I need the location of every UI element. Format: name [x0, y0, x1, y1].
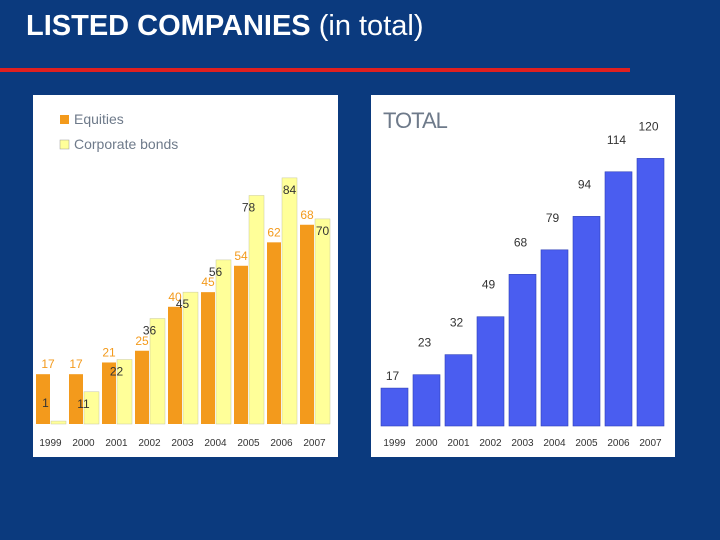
total-bar-chart: TOTAL 1999 17 2000 23 2001 32 2002 49 2003 68 2004 7… — [380, 108, 665, 449]
bar-equities-2006 — [267, 242, 281, 424]
tick-label-2005: 2005 — [237, 438, 260, 449]
value-label-equities-2007: 68 — [300, 208, 314, 222]
bar-equities-2000 — [69, 374, 83, 424]
bar-bonds-2002 — [149, 318, 166, 425]
bar-bonds-1999 — [50, 420, 67, 425]
value-label-total-2000: 23 — [418, 336, 432, 350]
bar-equities-2001 — [102, 362, 116, 424]
value-label-equities-1999: 17 — [41, 357, 55, 371]
bar-bonds-2001 — [116, 359, 133, 425]
grouped-bar-chart: Equities Corporate bonds 1999 17 1 2000 17 11 20… — [36, 111, 331, 449]
value-label-equities-2006: 62 — [267, 225, 281, 239]
bar-bonds-2007 — [314, 218, 331, 425]
tick-label-total-2003: 2003 — [511, 438, 534, 449]
legend-swatch-equities — [60, 115, 69, 124]
bar-equities-2002 — [135, 350, 149, 424]
title-main: LISTED COMPANIES — [26, 10, 311, 42]
bar-total-2004 — [540, 249, 569, 427]
value-label-equities-2002: 25 — [135, 334, 149, 348]
bar-bonds-2004 — [215, 259, 232, 425]
tick-label-2000: 2000 — [72, 438, 95, 449]
tick-label-total-1999: 1999 — [383, 438, 406, 449]
value-label-bonds-1999: 1 — [42, 396, 49, 410]
bar-bonds-2006 — [281, 177, 298, 425]
bar-total-2007 — [636, 158, 665, 427]
tick-label-total-2007: 2007 — [639, 438, 662, 449]
value-label-total-2001: 32 — [450, 316, 464, 330]
value-label-total-2003: 68 — [514, 235, 528, 249]
legend-label-equities: Equities — [74, 111, 124, 127]
value-label-bonds-2005: 78 — [242, 200, 256, 214]
tick-label-total-2004: 2004 — [543, 438, 566, 449]
tick-label-2003: 2003 — [171, 438, 194, 449]
title-underline — [0, 68, 630, 72]
bar-equities-2004 — [201, 292, 215, 424]
bar-equities-2003 — [168, 306, 182, 424]
tick-label-total-2001: 2001 — [447, 438, 470, 449]
value-label-equities-2000: 17 — [69, 357, 83, 371]
value-label-total-2004: 79 — [546, 211, 560, 225]
value-label-bonds-2001: 22 — [110, 365, 124, 379]
tick-label-2006: 2006 — [270, 438, 293, 449]
legend-swatch-bonds — [59, 139, 70, 150]
value-label-bonds-2004: 56 — [209, 265, 223, 279]
value-label-bonds-2000: 11 — [77, 397, 90, 411]
bar-total-2003 — [508, 274, 537, 427]
bar-bonds-2003 — [182, 291, 199, 425]
value-label-bonds-2002: 36 — [143, 324, 157, 338]
value-label-equities-2004: 45 — [201, 275, 215, 289]
tick-label-total-2002: 2002 — [479, 438, 502, 449]
value-label-total-2005: 94 — [578, 177, 592, 191]
value-label-total-1999: 17 — [386, 369, 400, 383]
bar-total-2000 — [412, 374, 441, 427]
tick-label-2007: 2007 — [303, 438, 326, 449]
total-bar-chart-panel: TOTAL 1999 17 2000 23 2001 32 2002 49 2003 68 2004 7… — [371, 95, 675, 457]
value-label-equities-2003: 40 — [168, 290, 182, 304]
value-label-total-2007: 120 — [638, 119, 658, 133]
value-label-total-2002: 49 — [482, 278, 496, 292]
bar-equities-2005 — [234, 265, 248, 424]
bar-total-2006 — [604, 171, 633, 427]
value-label-equities-2005: 54 — [234, 249, 248, 263]
tick-label-2004: 2004 — [204, 438, 227, 449]
tick-label-total-2005: 2005 — [575, 438, 598, 449]
bar-total-2005 — [572, 216, 601, 427]
tick-label-1999: 1999 — [39, 438, 62, 449]
tick-label-2001: 2001 — [105, 438, 128, 449]
tick-label-2002: 2002 — [138, 438, 161, 449]
value-label-bonds-2003: 45 — [176, 297, 190, 311]
legend-label-bonds: Corporate bonds — [74, 136, 178, 152]
slide-title: LISTED COMPANIES (in total) — [26, 10, 423, 43]
value-label-equities-2001: 21 — [102, 345, 116, 359]
value-label-total-2006: 114 — [607, 133, 626, 147]
tick-label-total-2006: 2006 — [607, 438, 630, 449]
chart-title-total: TOTAL — [383, 108, 448, 133]
bar-total-2002 — [476, 316, 505, 427]
value-label-bonds-2006: 84 — [283, 183, 297, 197]
bar-bonds-2000 — [83, 391, 100, 425]
title-qualifier: (in total) — [318, 10, 424, 42]
bar-equities-1999 — [36, 374, 50, 424]
value-label-bonds-2007: 70 — [316, 224, 330, 238]
grouped-bar-chart-panel: Equities Corporate bonds 1999 17 1 2000 17 11 20… — [33, 95, 338, 457]
bar-total-2001 — [444, 354, 473, 427]
bar-equities-2007 — [300, 224, 314, 424]
bar-total-1999 — [380, 387, 409, 427]
bar-bonds-2005 — [248, 195, 265, 425]
tick-label-total-2000: 2000 — [415, 438, 438, 449]
